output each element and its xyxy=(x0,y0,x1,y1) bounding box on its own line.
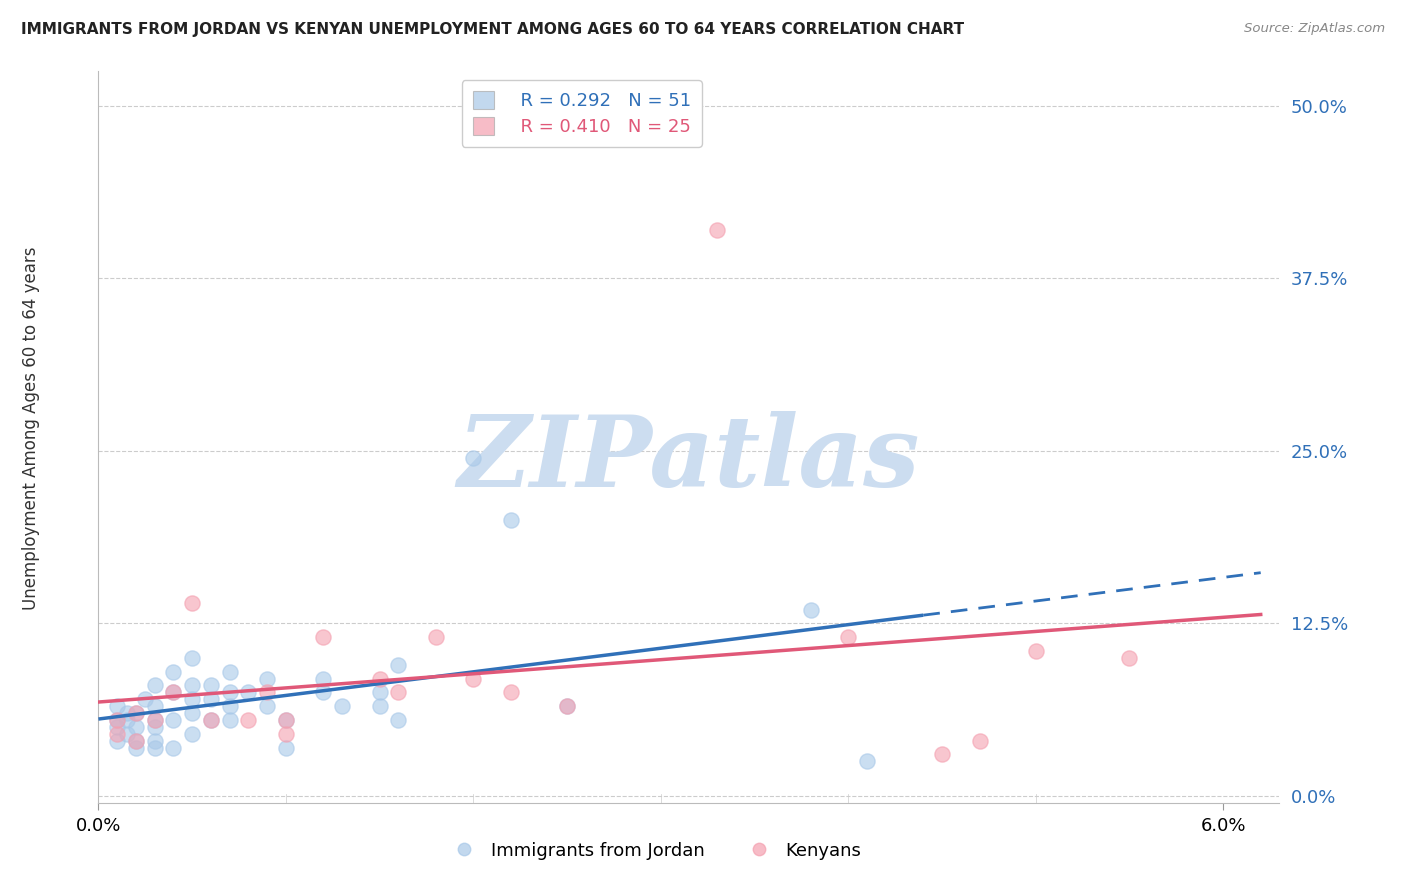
Text: Source: ZipAtlas.com: Source: ZipAtlas.com xyxy=(1244,22,1385,36)
Point xyxy=(218,665,240,679)
Point xyxy=(256,699,278,714)
Point xyxy=(143,733,166,747)
Legend: Immigrants from Jordan, Kenyans: Immigrants from Jordan, Kenyans xyxy=(439,835,869,867)
Point xyxy=(274,740,297,755)
Point xyxy=(200,713,222,727)
Point xyxy=(330,699,353,714)
Point xyxy=(162,685,184,699)
Point xyxy=(125,733,148,747)
Text: IMMIGRANTS FROM JORDAN VS KENYAN UNEMPLOYMENT AMONG AGES 60 TO 64 YEARS CORRELAT: IMMIGRANTS FROM JORDAN VS KENYAN UNEMPLO… xyxy=(21,22,965,37)
Point xyxy=(312,685,335,699)
Point xyxy=(368,672,391,686)
Point xyxy=(387,685,409,699)
Point xyxy=(105,699,128,714)
Point xyxy=(1118,651,1140,665)
Point xyxy=(931,747,953,762)
Point xyxy=(115,727,138,741)
Point xyxy=(706,223,728,237)
Point xyxy=(463,672,485,686)
Point xyxy=(200,692,222,706)
Point xyxy=(555,699,578,714)
Point xyxy=(499,513,522,527)
Point xyxy=(125,740,148,755)
Point xyxy=(837,630,859,644)
Point xyxy=(274,713,297,727)
Point xyxy=(181,727,204,741)
Point xyxy=(115,706,138,720)
Point xyxy=(274,727,297,741)
Point xyxy=(256,672,278,686)
Point xyxy=(125,706,148,720)
Point xyxy=(218,685,240,699)
Point xyxy=(143,699,166,714)
Point xyxy=(387,713,409,727)
Point xyxy=(125,720,148,734)
Point xyxy=(181,692,204,706)
Point xyxy=(143,740,166,755)
Point xyxy=(499,685,522,699)
Point xyxy=(162,665,184,679)
Point xyxy=(181,706,204,720)
Point xyxy=(105,713,128,727)
Point xyxy=(274,713,297,727)
Point xyxy=(143,713,166,727)
Text: ZIPatlas: ZIPatlas xyxy=(458,411,920,508)
Point xyxy=(125,706,148,720)
Point xyxy=(162,740,184,755)
Point xyxy=(312,672,335,686)
Point xyxy=(256,685,278,699)
Point xyxy=(181,651,204,665)
Point xyxy=(238,685,260,699)
Point xyxy=(181,596,204,610)
Point xyxy=(555,699,578,714)
Point xyxy=(312,630,335,644)
Point xyxy=(425,630,447,644)
Point xyxy=(143,678,166,692)
Point xyxy=(143,720,166,734)
Point xyxy=(181,678,204,692)
Point xyxy=(162,713,184,727)
Point xyxy=(134,692,156,706)
Point xyxy=(105,727,128,741)
Point xyxy=(800,602,823,616)
Point xyxy=(856,755,879,769)
Point xyxy=(368,699,391,714)
Point xyxy=(105,733,128,747)
Point xyxy=(969,733,991,747)
Point xyxy=(368,685,391,699)
Point xyxy=(238,713,260,727)
Point xyxy=(105,713,128,727)
Point xyxy=(200,678,222,692)
Point xyxy=(105,720,128,734)
Point xyxy=(1025,644,1047,658)
Text: Unemployment Among Ages 60 to 64 years: Unemployment Among Ages 60 to 64 years xyxy=(22,246,39,610)
Point xyxy=(387,657,409,672)
Point xyxy=(463,450,485,465)
Point xyxy=(200,713,222,727)
Point xyxy=(162,685,184,699)
Point xyxy=(218,699,240,714)
Point xyxy=(218,713,240,727)
Point xyxy=(125,733,148,747)
Point xyxy=(115,713,138,727)
Point xyxy=(143,713,166,727)
